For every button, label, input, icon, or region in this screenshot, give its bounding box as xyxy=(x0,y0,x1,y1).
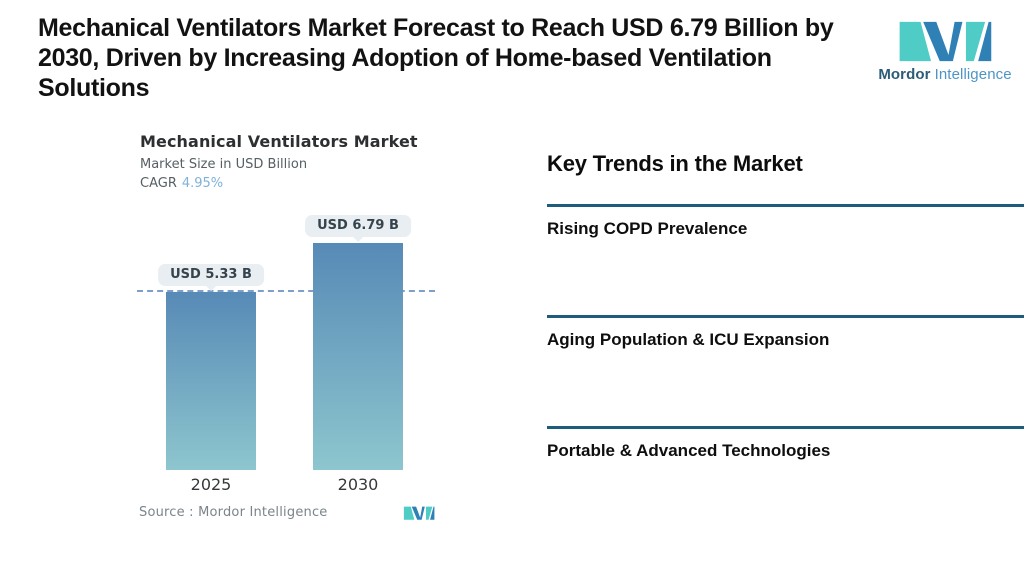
bar-value-label-2025: USD 5.33 B xyxy=(158,264,264,286)
chart-header: Mechanical Ventilators Market Market Siz… xyxy=(140,132,418,191)
x-axis-tick-2025: 2025 xyxy=(190,475,232,494)
chart-subtitle: Market Size in USD Billion xyxy=(140,157,308,172)
brand-wordmark: Mordor Intelligence xyxy=(878,66,1011,83)
bar-2025 xyxy=(166,292,256,470)
source-row: Source : Mordor Intelligence xyxy=(139,504,435,520)
mordor-intelligence-logo-icon xyxy=(897,14,993,62)
bar-chart: USD 5.33 B USD 6.79 B 2025 2030 xyxy=(137,210,435,494)
page-title-line-3: Solutions xyxy=(38,74,150,102)
bar-2030 xyxy=(313,243,403,470)
brand-name-secondary: Intelligence xyxy=(934,66,1012,83)
mordor-intelligence-mini-logo-icon xyxy=(403,504,435,520)
x-axis-tick-2030: 2030 xyxy=(337,475,379,494)
cagr-value: 4.95% xyxy=(181,176,224,191)
page-title-line-1: Mechanical Ventilators Market Forecast t… xyxy=(38,14,834,42)
brand-name-primary: Mordor xyxy=(878,66,931,83)
trend-item-copd: Rising COPD Prevalence xyxy=(547,204,1024,315)
page-title: Mechanical Ventilators Market Forecast t… xyxy=(38,13,910,103)
chart-title: Mechanical Ventilators Market xyxy=(140,132,418,151)
page-title-line-2: 2030, Driven by Increasing Adoption of H… xyxy=(38,44,772,72)
reference-dashed-line xyxy=(137,290,435,292)
bar-column-2030: USD 6.79 B xyxy=(305,210,411,470)
key-trends-panel: Key Trends in the Market Rising COPD Pre… xyxy=(547,150,1024,461)
chart-cagr: CAGR 4.95% xyxy=(140,176,418,191)
trend-item-aging-icu: Aging Population & ICU Expansion xyxy=(547,315,1024,426)
source-text: Source : Mordor Intelligence xyxy=(139,504,328,520)
trend-item-portable-tech: Portable & Advanced Technologies xyxy=(547,426,1024,461)
bar-value-label-2030: USD 6.79 B xyxy=(305,215,411,237)
trends-heading: Key Trends in the Market xyxy=(547,151,803,176)
cagr-label: CAGR xyxy=(140,176,177,191)
bar-column-2025: USD 5.33 B xyxy=(158,210,264,470)
brand-logo: Mordor Intelligence xyxy=(878,14,1012,83)
